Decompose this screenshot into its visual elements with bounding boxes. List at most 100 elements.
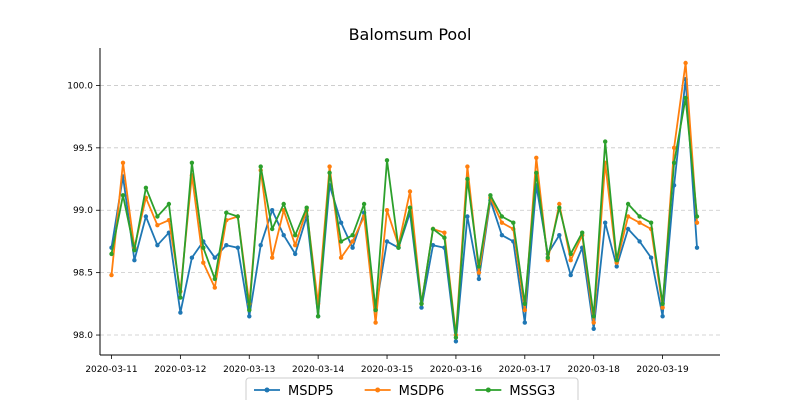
data-point	[499, 220, 505, 225]
data-point	[522, 307, 527, 313]
data-point	[442, 235, 447, 240]
data-point	[258, 164, 263, 169]
data-point	[189, 255, 195, 260]
data-point	[373, 320, 378, 325]
data-point	[591, 326, 596, 331]
data-point	[430, 243, 436, 248]
x-tick-label: 2020-03-12	[154, 365, 206, 375]
x-tick-label: 2020-03-17	[499, 365, 551, 375]
data-point	[120, 193, 126, 198]
data-point	[614, 258, 619, 263]
data-point	[660, 305, 665, 310]
x-tick-label: 2020-03-18	[568, 365, 621, 375]
data-point	[442, 230, 447, 235]
data-point	[212, 255, 217, 260]
data-point	[603, 139, 608, 144]
data-point	[511, 220, 516, 225]
data-point	[155, 223, 160, 228]
data-point	[625, 214, 631, 219]
y-tick-label: 99.5	[73, 144, 93, 154]
data-point	[235, 214, 240, 219]
legend-box	[245, 377, 579, 400]
data-point	[419, 305, 424, 310]
data-point	[281, 201, 286, 207]
data-point	[212, 285, 217, 290]
x-tick-label: 2020-03-13	[223, 365, 275, 375]
series-line	[110, 97, 698, 339]
legend-item: MSDP6	[364, 384, 445, 399]
legend-item: MSSG3	[475, 384, 555, 399]
data-point	[235, 245, 240, 250]
data-point	[637, 220, 642, 225]
x-tick-label: 2020-03-14	[292, 365, 345, 375]
data-point	[534, 155, 539, 160]
data-point	[580, 230, 585, 235]
data-point	[143, 214, 149, 219]
data-point	[476, 264, 482, 269]
legend-label: MSDP6	[399, 384, 445, 399]
data-point	[384, 239, 390, 244]
legend-marker	[264, 387, 270, 393]
data-point	[373, 307, 378, 313]
data-point	[247, 307, 252, 313]
data-point	[407, 189, 413, 194]
data-point	[270, 255, 275, 260]
x-tick-label: 2020-03-11	[85, 365, 137, 375]
chart-title: Balomsum Pool	[349, 25, 472, 44]
data-point	[648, 255, 654, 260]
data-point	[545, 255, 550, 260]
data-point	[281, 233, 286, 238]
data-point	[660, 314, 665, 319]
data-point	[465, 164, 470, 169]
data-point	[660, 301, 665, 306]
data-point	[293, 251, 298, 257]
data-point	[224, 243, 229, 248]
data-point	[327, 164, 332, 169]
data-point	[694, 245, 700, 250]
data-point	[637, 214, 642, 219]
x-tick-label: 2020-03-19	[636, 365, 689, 375]
data-point	[293, 243, 298, 248]
data-point	[212, 276, 217, 282]
data-point	[625, 201, 631, 207]
data-point	[557, 201, 562, 207]
data-point	[350, 239, 355, 244]
data-point	[694, 214, 700, 219]
data-point	[270, 208, 275, 213]
data-point	[361, 201, 367, 207]
x-tick-label: 2020-03-16	[430, 365, 483, 375]
data-point	[603, 220, 608, 225]
data-point	[109, 251, 114, 257]
legend: MSDP5 MSDP6 MSSG3	[245, 377, 579, 400]
data-point	[143, 185, 149, 190]
data-point	[419, 301, 424, 306]
data-point	[465, 176, 470, 182]
legend-marker	[485, 387, 491, 393]
data-point	[453, 339, 459, 344]
data-point	[522, 301, 527, 306]
series-mssg3	[109, 95, 700, 340]
data-point	[591, 314, 596, 319]
data-point	[557, 233, 562, 238]
data-point	[247, 314, 252, 319]
data-point	[178, 295, 183, 300]
data-point	[522, 320, 527, 325]
axes: 98.0 98.5 99.0 99.5 100.0 2020-03-11 2020-03-1…	[67, 48, 720, 375]
data-point	[465, 214, 470, 219]
data-point	[476, 270, 482, 275]
x-tick-label: 2020-03-15	[361, 365, 413, 375]
data-point	[304, 205, 309, 210]
data-point	[694, 220, 700, 225]
data-point	[683, 95, 688, 101]
data-point	[499, 214, 505, 219]
data-point	[430, 226, 436, 232]
data-point	[338, 255, 344, 260]
data-point	[568, 272, 573, 278]
data-series	[109, 60, 700, 344]
legend-label: MSDP5	[288, 384, 334, 399]
data-point	[155, 243, 160, 248]
legend-marker	[375, 387, 381, 393]
y-tick-label: 100.0	[67, 81, 93, 91]
data-point	[350, 233, 355, 238]
